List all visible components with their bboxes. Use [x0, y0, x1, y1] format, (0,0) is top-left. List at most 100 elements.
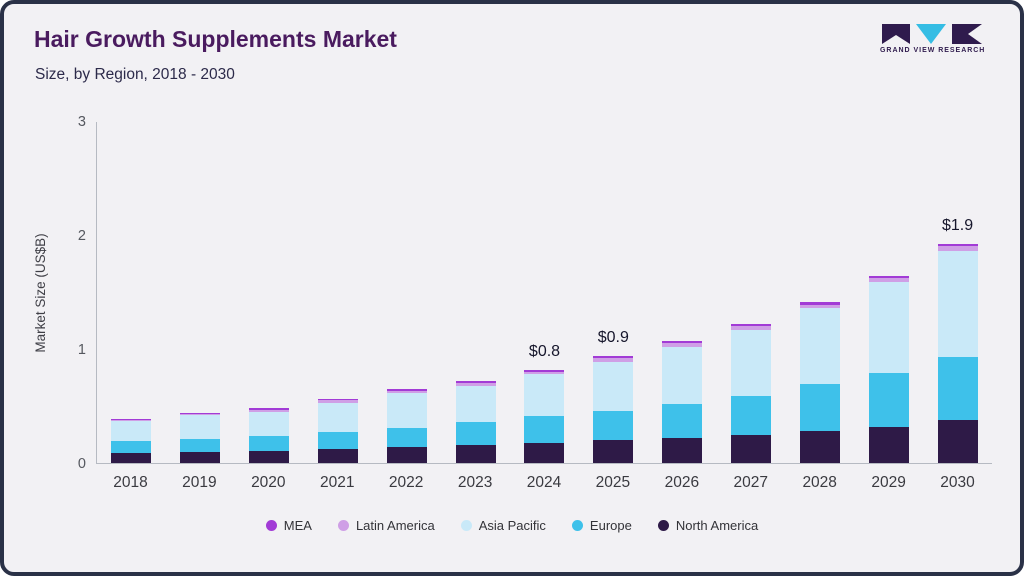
bar-segment-asia-pacific [593, 361, 634, 411]
chart-subtitle: Size, by Region, 2018 - 2030 [35, 66, 235, 83]
bar-segment-europe [662, 403, 703, 438]
x-tick-2023: 2023 [457, 474, 493, 491]
bar-segment-north-america [455, 444, 496, 463]
bar-segment-mea [593, 355, 634, 359]
stacked-bar [662, 341, 703, 463]
bar-2030: $1.9 [923, 122, 992, 463]
x-tick-2021: 2021 [319, 474, 355, 491]
stacked-bar [731, 323, 772, 463]
chart-legend: MEA Latin America Asia Pacific Europe North … [4, 518, 1020, 533]
value-label-2024: $0.8 [528, 342, 561, 360]
legend-dot-icon [337, 520, 349, 531]
bar-segment-mea [455, 380, 496, 384]
page-title: Hair Growth Supplements Market [34, 26, 397, 52]
bar-segment-mea [317, 399, 358, 401]
bar-segment-mea [386, 388, 427, 392]
bar-segment-asia-pacific [317, 402, 358, 433]
bar-segment-latin-america [180, 414, 221, 416]
bar-segment-north-america [593, 440, 634, 463]
y-tick-3: 3 [77, 114, 86, 130]
legend-label: Latin America [355, 518, 435, 533]
bar-2024: $0.8 [510, 122, 579, 463]
x-tick-2030: 2030 [940, 474, 975, 491]
bar-2021 [304, 122, 373, 463]
y-tick-1: 1 [77, 342, 86, 358]
bar-2019 [166, 122, 235, 463]
gvr-logo-text: GRAND VIEW RESEARCH [880, 47, 986, 54]
legend-item-latin-america: Latin America [337, 518, 435, 533]
bar-segment-asia-pacific [662, 346, 703, 404]
bar-2029 [854, 122, 923, 463]
x-tick-2027: 2027 [733, 474, 768, 491]
bar-segment-latin-america [662, 343, 703, 347]
bar-segment-europe [455, 422, 496, 445]
x-tick-2025: 2025 [595, 474, 631, 491]
bar-segment-europe [593, 410, 634, 441]
bar-segment-europe [731, 395, 772, 435]
bar-segment-mea [868, 276, 909, 279]
x-tick-2020: 2020 [251, 474, 286, 491]
bar-segment-asia-pacific [524, 374, 565, 417]
y-axis-label: Market Size (US$B) [33, 233, 48, 353]
bar-segment-north-america [317, 449, 358, 463]
legend-label: MEA [283, 518, 312, 533]
bar-2025: $0.9 [579, 122, 648, 463]
bar-segment-latin-america [593, 358, 634, 362]
bar-segment-latin-america [937, 246, 978, 252]
bar-segment-asia-pacific [180, 415, 221, 440]
stacked-bar [799, 302, 840, 463]
bar-segment-mea [180, 413, 221, 415]
bar-segment-latin-america [317, 400, 358, 403]
legend-label: Europe [589, 518, 632, 533]
x-tick-2024: 2024 [526, 474, 562, 491]
bar-2023 [441, 122, 510, 463]
x-tick-2018: 2018 [113, 474, 148, 491]
x-tick-2019: 2019 [182, 474, 217, 491]
legend-dot-icon [460, 520, 472, 531]
bar-segment-europe [317, 432, 358, 450]
bar-segment-europe [937, 357, 978, 420]
bar-segment-latin-america [799, 304, 840, 309]
bar-segment-asia-pacific [386, 393, 427, 428]
legend-label: Asia Pacific [478, 518, 546, 533]
bar-segment-mea [524, 369, 565, 372]
bar-segment-latin-america [731, 326, 772, 330]
legend-item-europe: Europe [571, 518, 632, 533]
legend-label: North America [675, 518, 759, 533]
bar-segment-north-america [249, 450, 290, 463]
bar-segment-north-america [662, 437, 703, 463]
bar-segment-mea [937, 244, 978, 247]
y-tick-2: 2 [77, 228, 86, 244]
bar-segment-europe [386, 427, 427, 447]
bar-2027 [717, 122, 786, 463]
bar-segment-asia-pacific [937, 251, 978, 358]
bar-segment-asia-pacific [249, 411, 290, 436]
x-tick-2028: 2028 [802, 474, 837, 491]
legend-item-asia-pacific: Asia Pacific [460, 518, 546, 533]
bar-segment-latin-america [524, 371, 565, 375]
bar-segment-north-america [799, 431, 840, 463]
legend-dot-icon [265, 520, 277, 531]
bar-segment-mea [249, 408, 290, 410]
bar-segment-latin-america [111, 419, 152, 421]
bar-segment-latin-america [386, 391, 427, 394]
bar-segment-north-america [731, 434, 772, 463]
value-label-2025: $0.9 [597, 328, 629, 346]
bar-segment-europe [868, 372, 909, 427]
gvr-logo: GRAND VIEW RESEARCH [880, 24, 984, 54]
stacked-bar [524, 369, 565, 463]
stacked-bar [937, 244, 978, 463]
bar-segment-mea [731, 323, 772, 327]
legend-dot-icon [571, 520, 583, 531]
bar-2022 [372, 122, 441, 463]
bar-segment-north-america [524, 442, 565, 463]
value-label-2030: $1.9 [941, 217, 974, 235]
stacked-bar [111, 418, 152, 463]
bar-segment-asia-pacific [455, 385, 496, 423]
bar-segment-mea [662, 341, 703, 344]
x-tick-2026: 2026 [664, 474, 700, 491]
bar-2028 [785, 122, 854, 463]
legend-dot-icon [657, 520, 669, 531]
bar-segment-asia-pacific [731, 329, 772, 396]
stacked-bar [455, 380, 496, 463]
